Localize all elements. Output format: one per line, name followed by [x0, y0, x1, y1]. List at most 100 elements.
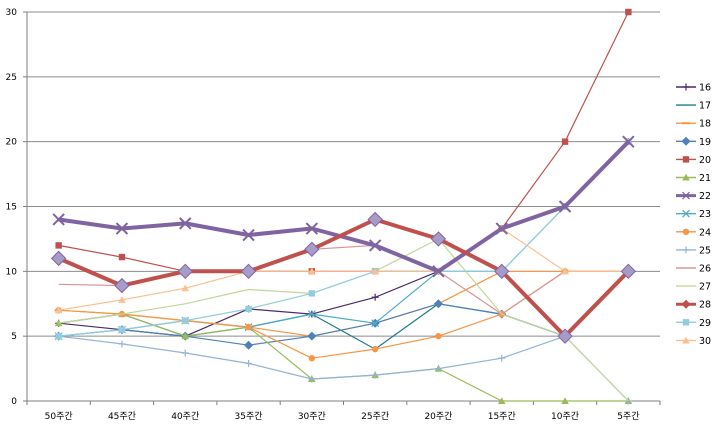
x-tick-label: 35주간	[235, 411, 263, 422]
legend-label: 19	[699, 137, 711, 148]
series-22	[52, 135, 635, 278]
data-point-28-5	[367, 211, 383, 228]
data-point-25-6	[434, 365, 442, 373]
data-point-20-0	[55, 242, 62, 249]
data-point-29-1	[118, 326, 126, 333]
legend-entry-24: 24	[676, 227, 711, 238]
series	[50, 8, 637, 405]
y-tick-labels: 0 5 10 15 20 25 30	[6, 8, 18, 407]
data-point-29-4	[308, 290, 316, 297]
data-point-22-0	[52, 213, 65, 226]
data-point-29-3	[245, 305, 252, 313]
data-point-20-8	[561, 138, 569, 145]
data-point-22-9	[622, 135, 635, 148]
legend-entry-27: 27	[676, 282, 711, 293]
x-tick-label: 25주간	[361, 411, 389, 422]
legend-label: 16	[699, 83, 711, 94]
data-point-28-7	[494, 263, 510, 280]
legend-marker-21	[682, 173, 690, 181]
data-point-25-7	[498, 354, 506, 362]
data-point-25-4	[308, 375, 316, 383]
legend-label: 25	[699, 245, 711, 256]
legend-entry-23: 23	[676, 209, 711, 220]
data-point-24-5	[371, 345, 379, 353]
legend-label: 28	[699, 300, 711, 311]
y-tick-label: 20	[6, 138, 18, 148]
y-tick-label: 25	[6, 73, 17, 83]
data-point-25-3	[245, 359, 253, 367]
y-tick-label: 5	[11, 332, 17, 342]
data-point-30-8	[561, 267, 569, 275]
data-point-29-2	[182, 317, 189, 324]
legend-label: 30	[699, 336, 711, 347]
legend: 16 17 18 19 20 21 22 23 24 25 26 27 28 29 30	[676, 83, 711, 347]
legend-entry-22: 22	[676, 191, 711, 202]
legend-label: 24	[699, 227, 711, 238]
data-point-30-5	[371, 267, 379, 275]
data-point-28-0	[50, 250, 67, 267]
data-point-24-4	[308, 355, 316, 362]
data-point-21-7	[497, 397, 506, 405]
legend-entry-20: 20	[676, 155, 711, 166]
legend-marker-20	[682, 156, 690, 163]
x-tick-label: 10주간	[551, 411, 579, 422]
data-point-16-5	[371, 293, 379, 301]
y-tick-label: 15	[6, 203, 17, 213]
data-point-28-3	[240, 263, 257, 280]
legend-marker-28	[681, 299, 691, 309]
legend-label: 23	[699, 209, 711, 220]
legend-entry-29: 29	[676, 318, 711, 329]
legend-marker-19	[681, 136, 691, 146]
legend-entry-25: 25	[676, 245, 711, 256]
data-point-22-4	[305, 222, 319, 235]
data-point-22-3	[242, 228, 255, 242]
data-point-24-6	[435, 332, 442, 340]
y-tick-label: 10	[6, 267, 18, 277]
legend-entry-26: 26	[676, 264, 711, 275]
legend-entry-16: 16	[676, 83, 711, 94]
data-point-22-5	[368, 239, 382, 252]
legend-label: 29	[699, 318, 711, 329]
legend-marker-29	[682, 319, 690, 326]
x-tick-label: 15주간	[488, 411, 516, 422]
gridlines	[27, 11, 660, 337]
data-point-28-4	[304, 241, 320, 257]
data-point-25-2	[181, 349, 189, 357]
y-tick-label: 0	[11, 397, 17, 407]
data-point-22-6	[432, 265, 445, 278]
series-line-30	[58, 227, 629, 311]
legend-marker-22	[682, 191, 690, 200]
legend-label: 18	[699, 119, 711, 130]
data-point-28-1	[114, 277, 130, 294]
x-tick-label: 45주간	[108, 411, 136, 422]
data-point-22-1	[115, 222, 129, 235]
legend-entry-18: 18	[676, 119, 711, 130]
data-point-19-6	[433, 299, 443, 309]
series-line-25	[58, 335, 629, 402]
legend-label: 20	[699, 155, 711, 166]
legend-entry-30: 30	[676, 336, 711, 347]
data-point-20-9	[625, 8, 632, 16]
series-line-22	[58, 140, 630, 274]
data-point-30-1	[118, 296, 126, 303]
data-point-23-4	[307, 310, 316, 319]
series-28	[50, 211, 637, 344]
legend-label: 27	[699, 282, 711, 293]
data-point-19-4	[307, 331, 317, 341]
legend-marker-24	[682, 228, 690, 235]
data-point-21-8	[561, 397, 569, 405]
data-point-28-6	[430, 231, 447, 247]
data-point-25-1	[118, 340, 126, 348]
x-tick-labels: 50주간 45주간 40주간 35주간 30주간 25주간 20주간 15주간 10주간 5주간	[45, 411, 640, 422]
legend-label: 22	[699, 191, 711, 202]
legend-entry-28: 28	[676, 299, 711, 311]
x-tick-label: 5주간	[617, 411, 639, 422]
data-point-25-5	[371, 371, 379, 379]
data-point-30-4	[308, 267, 316, 275]
legend-marker-25	[682, 246, 690, 254]
data-point-22-2	[179, 217, 192, 230]
x-tick-label: 40주간	[171, 411, 199, 422]
series-line-28	[57, 217, 630, 339]
